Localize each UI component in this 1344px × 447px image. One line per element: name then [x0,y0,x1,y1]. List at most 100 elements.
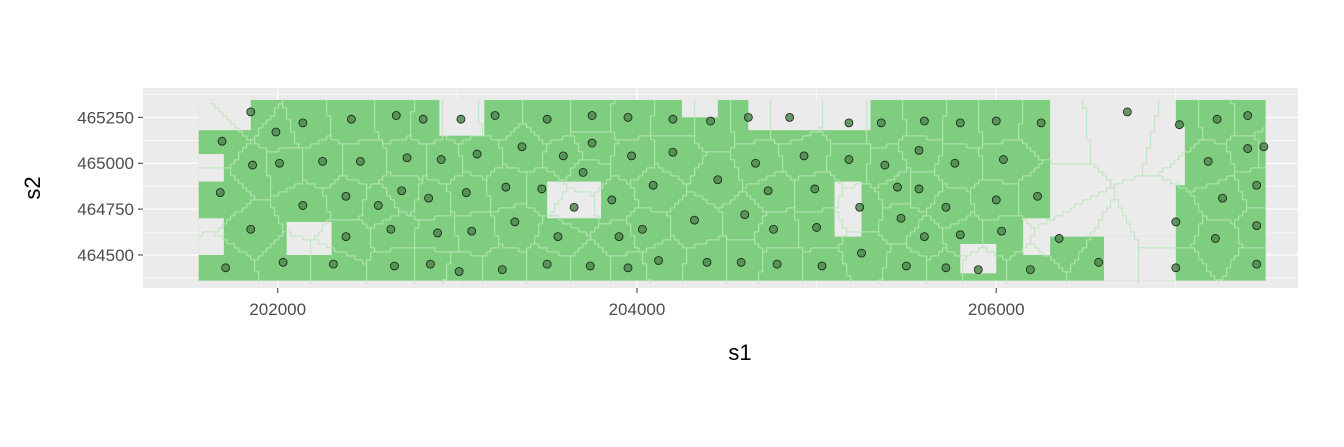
data-point [271,127,281,137]
data-point [275,158,284,168]
data-point [390,261,399,271]
data-point [386,224,396,234]
data-point [1025,265,1035,275]
cell-boundaries [198,99,1267,284]
data-point [397,186,407,196]
data-point [318,156,328,166]
data-point [614,232,624,242]
data-point [278,257,288,267]
data-point [902,261,911,271]
data-point [467,226,477,236]
data-point [743,112,753,122]
data-point [454,267,464,276]
x-tick-label: 206000 [968,300,1025,319]
data-point [355,156,365,166]
data-point [654,256,663,265]
data-point [402,153,412,163]
data-point [893,182,902,192]
data-point [461,188,471,197]
data-point [1252,221,1262,231]
data-point [706,116,716,126]
y-tick-label: 465000 [77,154,134,173]
data-point [896,213,906,223]
x-tick-label: 202000 [249,300,306,319]
y-axis-title: s2 [20,176,45,199]
data-point [751,158,760,168]
data-point [736,257,746,267]
data-point [542,114,552,124]
data-point [578,168,588,177]
data-point [585,261,595,271]
data-point [373,201,383,210]
data-point [1243,144,1253,153]
data-point [436,155,446,164]
y-tick-label: 464500 [77,246,134,265]
data-points [215,107,1269,276]
data-point [769,224,778,234]
data-point [855,202,865,212]
data-point [955,118,965,128]
data-point [587,138,597,148]
data-point [501,182,511,192]
data-point [668,114,678,124]
data-point [346,114,356,124]
data-point [648,180,658,190]
data-point [1036,118,1046,128]
data-point [553,232,563,242]
data-point [919,116,929,126]
data-point [1175,120,1184,130]
data-point [941,202,951,212]
data-point [607,195,617,205]
data-point [341,191,351,201]
data-point [740,210,750,220]
x-tick-label: 204000 [609,300,666,319]
data-point [497,265,507,275]
data-point [1212,114,1222,124]
data-point [955,230,965,240]
fill-gap [547,181,602,219]
data-point [1171,217,1181,227]
data-point [424,193,434,203]
data-point [1054,234,1064,243]
data-point [221,263,231,273]
data-point [215,188,225,197]
fill-gap [1104,236,1176,281]
fill-gap [1130,126,1185,186]
data-point [558,151,568,161]
data-point [880,160,890,170]
data-point [1259,142,1269,152]
data-point [1033,191,1042,201]
fill-gap [681,99,718,118]
data-point [668,147,678,157]
data-point [623,112,633,122]
y-tick-label: 465250 [77,108,134,127]
data-point [391,111,401,120]
data-point [1171,263,1181,273]
filled-area [198,99,1266,281]
data-point [999,155,1008,164]
data-point [973,265,983,275]
data-point [627,151,636,161]
data-point [941,263,951,273]
data-point [919,232,929,242]
data-point [810,184,820,194]
data-point [1210,234,1220,243]
data-point [1218,193,1227,203]
data-point [426,259,435,269]
data-point [329,259,338,269]
data-point [914,184,924,194]
data-point [537,184,547,194]
data-point [433,228,442,238]
x-axis: 202000 204000 206000 [249,288,1025,319]
data-point [472,149,482,159]
data-point [702,257,712,267]
data-point [817,261,827,271]
y-axis: 464500 464750 465000 465250 [77,108,143,265]
fill-gap [286,221,332,255]
data-point [587,111,597,120]
data-point [1094,257,1104,267]
data-point [991,116,1001,126]
cell-border-lines [198,99,1267,284]
data-point [456,114,466,124]
